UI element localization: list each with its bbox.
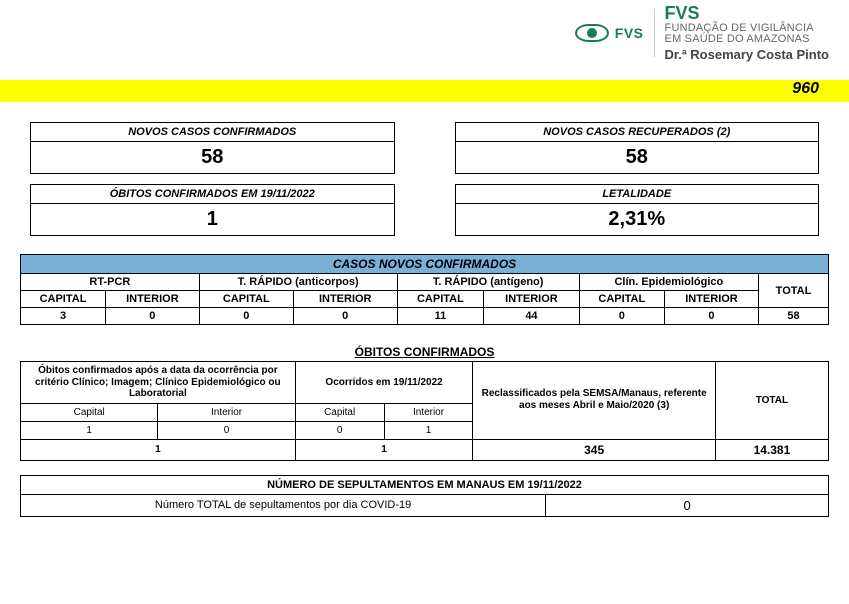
group-antigeno: T. RÁPIDO (antígeno) bbox=[397, 274, 579, 291]
stats-row-2: ÓBITOS CONFIRMADOS EM 19/11/2022 1 LETAL… bbox=[20, 184, 829, 236]
obitos-table: Óbitos confirmados após a data da ocorrê… bbox=[20, 361, 829, 461]
col-interior: Interior bbox=[384, 403, 473, 421]
val-clin-cap: 0 bbox=[579, 308, 664, 325]
val-anti-cap: 0 bbox=[199, 308, 293, 325]
val-b-sum: 1 bbox=[295, 439, 473, 460]
stat-value: 58 bbox=[31, 142, 394, 173]
val-anti-int: 0 bbox=[293, 308, 397, 325]
col-capital: CAPITAL bbox=[199, 291, 293, 308]
col-total: TOTAL bbox=[759, 274, 829, 308]
sep-header: NÚMERO DE SEPULTAMENTOS EM MANAUS EM 19/… bbox=[21, 475, 829, 494]
val-clin-int: 0 bbox=[664, 308, 758, 325]
val-rtpcr-int: 0 bbox=[106, 308, 200, 325]
obitos-desc: Óbitos confirmados após a data da ocorrê… bbox=[21, 362, 296, 404]
group-clin: Clín. Epidemiológico bbox=[579, 274, 758, 291]
val-rtpcr-cap: 3 bbox=[21, 308, 106, 325]
obitos-heading: ÓBITOS CONFIRMADOS bbox=[20, 345, 829, 359]
casos-novos-title: CASOS NOVOS CONFIRMADOS bbox=[21, 255, 829, 274]
col-interior: INTERIOR bbox=[106, 291, 200, 308]
obitos-total-label: TOTAL bbox=[715, 362, 828, 440]
col-interior: Interior bbox=[158, 403, 295, 421]
stat-value: 58 bbox=[456, 142, 819, 173]
obitos-ocorridos: Ocorridos em 19/11/2022 bbox=[295, 362, 473, 404]
group-rtpcr: RT-PCR bbox=[21, 274, 200, 291]
page-root: FVS FVS FUNDAÇÃO DE VIGILÂNCIA EM SAÚDE … bbox=[0, 0, 849, 517]
sep-label: Número TOTAL de sepultamentos por dia CO… bbox=[21, 494, 546, 516]
col-interior: INTERIOR bbox=[664, 291, 758, 308]
val-antg-cap: 11 bbox=[397, 308, 484, 325]
eye-icon bbox=[575, 24, 609, 42]
stat-obitos-dia: ÓBITOS CONFIRMADOS EM 19/11/2022 1 bbox=[30, 184, 395, 236]
yellow-bar: 960 bbox=[0, 80, 849, 102]
col-capital: CAPITAL bbox=[21, 291, 106, 308]
logo-acronym-left: FVS bbox=[615, 25, 644, 41]
stat-label: NOVOS CASOS CONFIRMADOS bbox=[31, 123, 394, 142]
header-region: FVS FVS FUNDAÇÃO DE VIGILÂNCIA EM SAÚDE … bbox=[20, 0, 829, 80]
val-a-int: 0 bbox=[158, 421, 295, 439]
logo-subtitle-2: EM SAÚDE DO AMAZONAS bbox=[665, 34, 829, 46]
stat-label: LETALIDADE bbox=[456, 185, 819, 204]
col-capital: Capital bbox=[295, 403, 384, 421]
report-number: 960 bbox=[792, 80, 819, 98]
col-capital: Capital bbox=[21, 403, 158, 421]
stat-label: NOVOS CASOS RECUPERADOS (2) bbox=[456, 123, 819, 142]
col-interior: INTERIOR bbox=[484, 291, 579, 308]
val-a-sum: 1 bbox=[21, 439, 296, 460]
stats-row-1: NOVOS CASOS CONFIRMADOS 58 NOVOS CASOS R… bbox=[20, 122, 829, 174]
obitos-reclass: Reclassificados pela SEMSA/Manaus, refer… bbox=[473, 362, 715, 440]
stat-value: 2,31% bbox=[456, 204, 819, 235]
sep-value: 0 bbox=[546, 494, 829, 516]
stat-label: ÓBITOS CONFIRMADOS EM 19/11/2022 bbox=[31, 185, 394, 204]
val-b-int: 1 bbox=[384, 421, 473, 439]
sepultamentos-table: NÚMERO DE SEPULTAMENTOS EM MANAUS EM 19/… bbox=[20, 475, 829, 517]
doctor-name: Dr.ª Rosemary Costa Pinto bbox=[665, 48, 829, 62]
col-capital: CAPITAL bbox=[579, 291, 664, 308]
stat-recuperados: NOVOS CASOS RECUPERADOS (2) 58 bbox=[455, 122, 820, 174]
val-total: 14.381 bbox=[715, 439, 828, 460]
val-reclass: 345 bbox=[473, 439, 715, 460]
val-antg-int: 44 bbox=[484, 308, 579, 325]
group-anticorpos: T. RÁPIDO (anticorpos) bbox=[199, 274, 397, 291]
col-interior: INTERIOR bbox=[293, 291, 397, 308]
stat-novos-casos: NOVOS CASOS CONFIRMADOS 58 bbox=[30, 122, 395, 174]
stat-letalidade: LETALIDADE 2,31% bbox=[455, 184, 820, 236]
val-total: 58 bbox=[759, 308, 829, 325]
logo-acronym-right: FVS bbox=[665, 4, 829, 23]
col-capital: CAPITAL bbox=[397, 291, 484, 308]
val-a-cap: 1 bbox=[21, 421, 158, 439]
casos-novos-table: CASOS NOVOS CONFIRMADOS RT-PCR T. RÁPIDO… bbox=[20, 254, 829, 325]
brand-logo: FVS FVS FUNDAÇÃO DE VIGILÂNCIA EM SAÚDE … bbox=[575, 4, 829, 62]
val-b-cap: 0 bbox=[295, 421, 384, 439]
stat-value: 1 bbox=[31, 204, 394, 235]
